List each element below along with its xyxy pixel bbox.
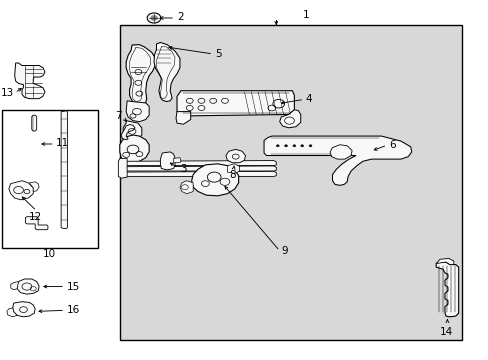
Text: 2: 2	[177, 12, 183, 22]
Polygon shape	[225, 149, 245, 163]
Circle shape	[308, 145, 311, 147]
Polygon shape	[123, 121, 142, 141]
Text: 3: 3	[180, 164, 186, 174]
Text: 12: 12	[28, 212, 42, 222]
Polygon shape	[118, 158, 127, 178]
Circle shape	[300, 145, 303, 147]
Polygon shape	[435, 258, 453, 265]
Polygon shape	[120, 135, 149, 163]
Polygon shape	[29, 182, 39, 192]
Circle shape	[150, 15, 157, 21]
Text: 14: 14	[438, 327, 452, 337]
Polygon shape	[11, 282, 19, 290]
Text: 16: 16	[66, 305, 80, 315]
Polygon shape	[154, 42, 180, 102]
Text: 11: 11	[56, 138, 69, 148]
Polygon shape	[126, 166, 276, 171]
Circle shape	[147, 13, 161, 23]
Polygon shape	[17, 279, 39, 294]
Polygon shape	[227, 164, 239, 174]
Text: 9: 9	[281, 246, 287, 256]
Polygon shape	[176, 112, 190, 124]
Polygon shape	[13, 302, 35, 317]
Polygon shape	[126, 101, 149, 122]
Polygon shape	[177, 91, 294, 116]
Polygon shape	[191, 164, 238, 196]
Polygon shape	[9, 181, 33, 200]
Polygon shape	[435, 262, 458, 317]
Polygon shape	[126, 45, 155, 104]
Polygon shape	[180, 181, 193, 194]
Polygon shape	[264, 136, 411, 185]
Polygon shape	[61, 111, 67, 229]
Polygon shape	[121, 125, 135, 140]
Polygon shape	[15, 63, 45, 99]
Polygon shape	[173, 158, 181, 163]
Text: 4: 4	[305, 94, 312, 104]
Text: 7: 7	[114, 111, 121, 121]
Polygon shape	[329, 145, 351, 159]
Text: 1: 1	[303, 10, 309, 20]
Polygon shape	[160, 152, 175, 170]
Text: 8: 8	[229, 170, 236, 180]
Circle shape	[292, 145, 295, 147]
Polygon shape	[25, 217, 48, 230]
Text: 15: 15	[66, 282, 80, 292]
Bar	[120, 25, 461, 340]
Bar	[2, 110, 98, 248]
Polygon shape	[126, 161, 276, 166]
Circle shape	[284, 145, 287, 147]
Text: 5: 5	[215, 49, 222, 59]
Text: 10: 10	[42, 249, 55, 259]
Polygon shape	[279, 110, 300, 128]
Text: 13: 13	[1, 88, 14, 98]
Text: 6: 6	[388, 140, 395, 150]
Circle shape	[276, 145, 279, 147]
Polygon shape	[7, 308, 17, 317]
Polygon shape	[126, 171, 276, 176]
Polygon shape	[32, 115, 37, 131]
